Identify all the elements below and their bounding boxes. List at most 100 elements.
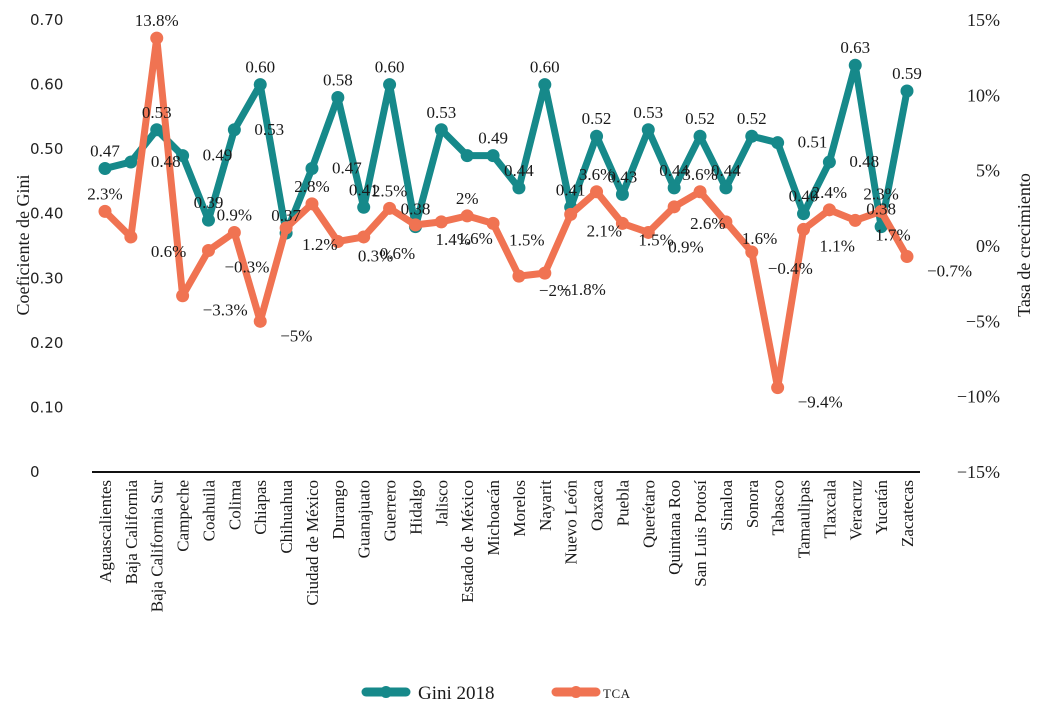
data-label-tca: 3.6%: [579, 165, 614, 184]
category-label: Yucatán: [872, 480, 891, 535]
data-point-tca: [641, 225, 655, 239]
data-point-tca: [900, 250, 914, 264]
data-point-gini: [460, 149, 474, 163]
data-point-tca: [227, 225, 241, 239]
data-label-gini: 0.52: [582, 109, 612, 128]
data-label-tca: 2.6%: [690, 214, 725, 233]
data-label-gini: 0.40: [789, 187, 819, 206]
right-tick-label: 15%: [967, 10, 1000, 30]
data-point-tca: [874, 204, 888, 218]
data-point-tca: [383, 201, 397, 215]
category-label: Tamaulipas: [795, 480, 814, 558]
data-label-tca: 2.8%: [294, 177, 329, 196]
category-label: Querétaro: [639, 480, 658, 548]
left-tick-label: 0.10: [30, 398, 63, 416]
data-label-gini: 0.47: [90, 142, 120, 161]
data-point-tca: [745, 245, 759, 259]
data-label-gini: 0.48: [151, 152, 181, 171]
data-point-gini: [124, 155, 138, 169]
data-point-tca: [822, 203, 836, 217]
data-label-gini: 0.44: [659, 161, 689, 180]
data-point-tca: [124, 230, 138, 244]
data-label-gini: 0.39: [194, 193, 224, 212]
data-point-gini: [176, 149, 190, 163]
data-label-tca: −0.7%: [927, 262, 972, 281]
data-point-tca: [848, 213, 862, 227]
data-label-gini: 0.63: [840, 38, 870, 57]
left-tick-label: 0.60: [30, 76, 63, 94]
left-tick-label: 0.20: [30, 334, 63, 352]
data-point-tca: [512, 269, 526, 283]
data-point-tca: [667, 200, 681, 214]
left-axis-ticks: 0 0.10 0.20 0.30 0.40 0.50 0.60 0.70: [30, 11, 63, 481]
data-point-gini: [357, 200, 371, 214]
category-label: Chihuahua: [277, 480, 296, 554]
data-label-tca: 2.4%: [812, 183, 847, 202]
data-point-gini: [253, 78, 267, 92]
data-label-gini: 0.52: [737, 109, 767, 128]
category-label: Estado de México: [458, 480, 477, 603]
data-point-gini: [900, 84, 914, 98]
category-label: Campeche: [174, 480, 193, 552]
data-label-gini: 0.44: [711, 161, 741, 180]
data-label-tca: 2%: [456, 189, 479, 208]
data-point-tca: [434, 215, 448, 229]
right-tick-label: −5%: [966, 311, 1000, 331]
legend-marker-gini: [380, 686, 392, 698]
data-point-tca: [150, 31, 164, 45]
data-label-gini: 0.49: [203, 146, 233, 165]
right-tick-label: 5%: [976, 161, 1000, 181]
category-label: Chiapas: [251, 480, 270, 535]
category-label: Morelos: [510, 480, 529, 537]
category-label: Nuevo León: [562, 480, 581, 565]
data-label-tca: −9.4%: [798, 393, 843, 412]
data-point-tca: [305, 197, 319, 211]
data-point-gini: [227, 123, 241, 137]
data-label-gini: 0.59: [892, 64, 922, 83]
data-point-gini: [848, 58, 862, 72]
data-label-gini: 0.47: [332, 159, 362, 178]
data-point-tca: [357, 230, 371, 244]
category-label: San Luis Potosí: [691, 480, 710, 587]
data-label-gini: 0.60: [375, 58, 405, 77]
category-label: Quintana Roo: [665, 480, 684, 575]
data-point-tca: [564, 207, 578, 221]
right-axis-title: Tasa de crecimiento: [1014, 173, 1034, 317]
category-label: Ciudad de México: [303, 480, 322, 606]
data-label-tca: −0.3%: [224, 258, 269, 277]
data-point-gini: [434, 123, 448, 137]
data-point-gini: [305, 162, 319, 176]
data-label-gini: 0.41: [556, 180, 586, 199]
data-label-tca: −0.4%: [768, 259, 813, 278]
data-label-gini: 0.60: [530, 58, 560, 77]
data-point-tca: [408, 218, 422, 232]
category-label: Nayarit: [536, 480, 555, 531]
series-layer: [98, 31, 914, 395]
legend-item-tca[interactable]: TCA: [551, 686, 631, 701]
data-label-tca: 0.3%: [358, 246, 393, 265]
category-label: Coahuila: [199, 480, 218, 542]
left-tick-label: 0.40: [30, 205, 63, 223]
data-point-tca: [176, 289, 190, 303]
data-label-gini: 0.38: [401, 200, 431, 219]
data-point-gini: [98, 162, 112, 176]
category-label: Baja California: [122, 480, 141, 585]
data-label-tca: −2%: [539, 281, 571, 300]
data-label-tca: 1.6%: [742, 229, 777, 248]
data-label-tca: 0.6%: [380, 244, 415, 263]
category-label: Guerrero: [381, 480, 400, 541]
data-point-tca: [771, 381, 785, 395]
legend-label-tca: TCA: [603, 686, 631, 701]
data-point-tca: [201, 244, 215, 258]
category-label: Zacatecas: [898, 480, 917, 547]
category-label: Sonora: [743, 480, 762, 529]
data-point-gini: [150, 123, 164, 137]
data-label-tca: 0.9%: [217, 205, 252, 224]
data-label-gini: 0.53: [254, 120, 284, 139]
category-label: Jalisco: [432, 480, 451, 526]
legend-item-gini[interactable]: Gini 2018: [361, 683, 495, 704]
data-label-tca: 1.5%: [509, 230, 544, 249]
data-label-gini: 0.53: [142, 103, 172, 122]
right-tick-label: −15%: [957, 462, 1000, 482]
